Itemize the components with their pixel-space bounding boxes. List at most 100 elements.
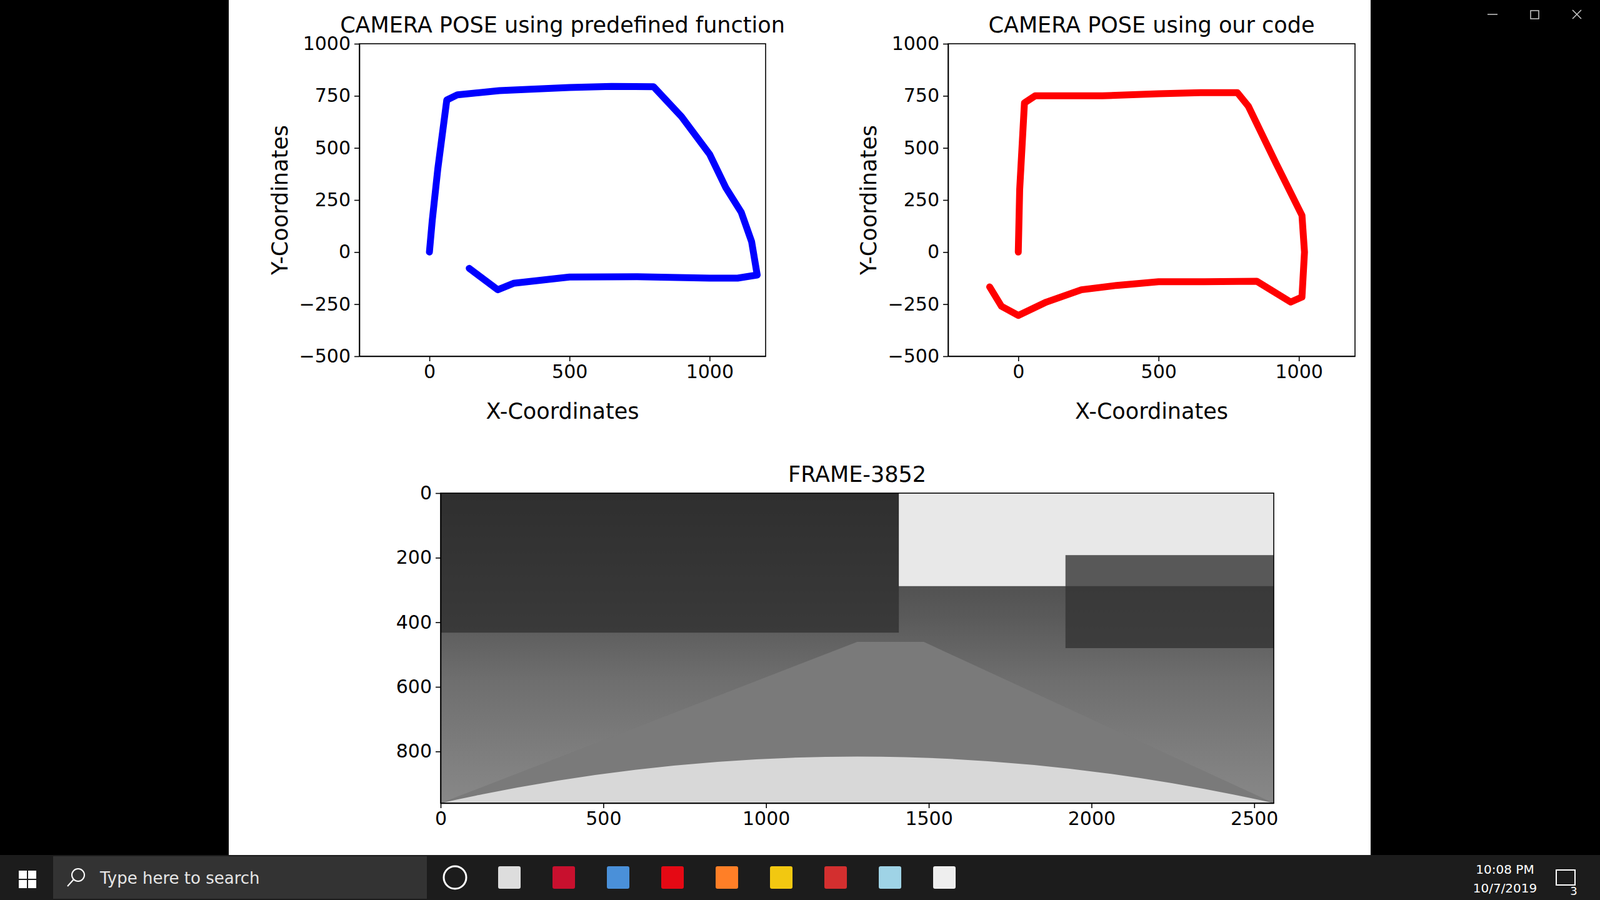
y-tick-mark	[354, 200, 360, 202]
x-tick: 1500	[905, 803, 953, 830]
y-tick: 800	[396, 740, 441, 762]
y-tick-mark	[435, 751, 441, 753]
taskbar-app[interactable]	[878, 866, 902, 889]
x-tick: 500	[1141, 356, 1177, 383]
y-tick: 400	[396, 611, 441, 634]
taskbar-app[interactable]	[606, 866, 630, 889]
x-tick-label: 1500	[905, 807, 953, 830]
y-tick: −500	[299, 345, 360, 367]
window-controls[interactable]	[1487, 10, 1582, 19]
y-tick-mark	[435, 557, 441, 559]
search-placeholder[interactable]: Type here to search	[99, 868, 260, 888]
axes-frame	[359, 43, 766, 357]
y-tick-label: 800	[396, 740, 432, 762]
y-tick-label: −500	[299, 345, 351, 367]
x-tick-label: 0	[423, 360, 436, 383]
figure-background	[228, 0, 1371, 855]
x-tick: 2500	[1230, 803, 1279, 830]
notification-icon[interactable]	[1556, 870, 1575, 885]
chart-title: FRAME-3852	[788, 461, 927, 487]
screen: 0 500 1000 −500 −250 0 250 500 750 1000 CAMERA POS…	[0, 0, 1600, 900]
x-tick: 1000	[686, 356, 734, 383]
y-tick: 0	[927, 240, 949, 263]
chart-title: CAMERA POSE using our code	[988, 12, 1315, 38]
y-tick-label: 0	[927, 240, 940, 263]
x-tick-label: 2000	[1068, 807, 1116, 830]
axes-frame	[440, 493, 1274, 804]
x-tick-label: 1000	[686, 360, 734, 383]
search-icon[interactable]	[67, 879, 74, 887]
y-tick-mark	[943, 200, 949, 202]
minimize[interactable]	[1487, 13, 1498, 15]
start-button[interactable]	[18, 870, 37, 889]
clock-date[interactable]: 10/7/2019	[1473, 880, 1538, 896]
y-tick: 500	[315, 136, 360, 159]
x-tick-label: 0	[1012, 360, 1025, 383]
y-tick-label: −250	[888, 293, 940, 315]
x-tick-label: 1000	[742, 807, 790, 830]
y-tick: 250	[903, 188, 949, 211]
frame-road	[440, 641, 1274, 804]
x-axis-line	[360, 356, 767, 358]
x-tick-label: 0	[435, 807, 447, 830]
y-tick-label: 500	[903, 136, 940, 159]
y-axis: −500 −250 0 250 500 750 1000	[888, 32, 949, 367]
y-tick: 200	[396, 546, 441, 569]
y-tick-label: 250	[315, 188, 351, 211]
close[interactable]	[1572, 10, 1582, 19]
taskbar-app[interactable]	[824, 866, 847, 889]
y-tick-mark	[354, 95, 360, 97]
y-tick-mark	[943, 95, 949, 97]
y-tick: 600	[396, 675, 441, 698]
y-tick-mark	[943, 303, 949, 305]
taskbar-app[interactable]	[498, 866, 521, 889]
y-tick: 500	[903, 136, 949, 159]
y-tick-mark	[354, 303, 360, 305]
search-box[interactable]	[53, 856, 427, 899]
axes-frame	[948, 43, 1355, 357]
taskbar-app[interactable]	[715, 866, 739, 889]
chart-title: CAMERA POSE using predefined function	[340, 12, 785, 38]
y-tick-label: 0	[420, 481, 432, 504]
plot-area	[429, 86, 757, 290]
chart: 0 500 1000 −500 −250 0 250 500 750 1000 CAMERA POS…	[856, 12, 1356, 424]
y-tick-label: 750	[903, 84, 940, 107]
taskbar-app[interactable]	[661, 866, 684, 889]
y-tick: 250	[315, 188, 360, 211]
y-tick-mark	[354, 43, 360, 45]
y-tick-mark	[943, 356, 949, 358]
y-tick-label: −500	[888, 345, 940, 367]
start-logo[interactable]	[28, 880, 37, 889]
start-logo[interactable]	[28, 870, 37, 879]
y-axis-title: Y-Coordinates	[856, 125, 882, 276]
taskbar-app[interactable]	[552, 866, 575, 889]
y-axis: −500−25002505007501000	[299, 32, 360, 367]
y-tick-mark	[435, 621, 441, 624]
x-tick: 1000	[1275, 356, 1324, 383]
restore[interactable]	[1530, 10, 1539, 19]
clock-time[interactable]: 10:08 PM	[1475, 861, 1534, 877]
frame-hedge	[1065, 555, 1274, 649]
y-tick: 1000	[891, 32, 949, 55]
x-tick: 500	[551, 356, 588, 383]
x-axis-title: X-Coordinates	[1075, 398, 1229, 424]
y-tick: −250	[888, 293, 949, 315]
x-axis-title: X-Coordinates	[486, 398, 640, 424]
taskbar-app[interactable]	[443, 866, 467, 889]
trajectory	[429, 86, 757, 290]
y-tick-mark	[354, 356, 360, 358]
x-tick-label: 1000	[1275, 360, 1324, 383]
y-axis: 0 200 400 600 800	[396, 481, 442, 804]
taskbar-app[interactable]	[933, 866, 956, 889]
notification-count[interactable]: 3	[1570, 884, 1577, 898]
x-tick-label: 2500	[1230, 807, 1279, 830]
chart: 05001000−500−25002505007501000CAMERA POS…	[267, 12, 785, 424]
start-logo[interactable]	[18, 870, 27, 879]
y-tick: 0	[338, 240, 360, 263]
y-axis-line	[440, 493, 442, 804]
taskbar-app[interactable]	[770, 866, 793, 889]
trajectory	[989, 92, 1305, 315]
start-logo[interactable]	[18, 880, 27, 889]
y-tick-mark	[435, 493, 441, 495]
y-tick-label: 600	[396, 675, 432, 698]
